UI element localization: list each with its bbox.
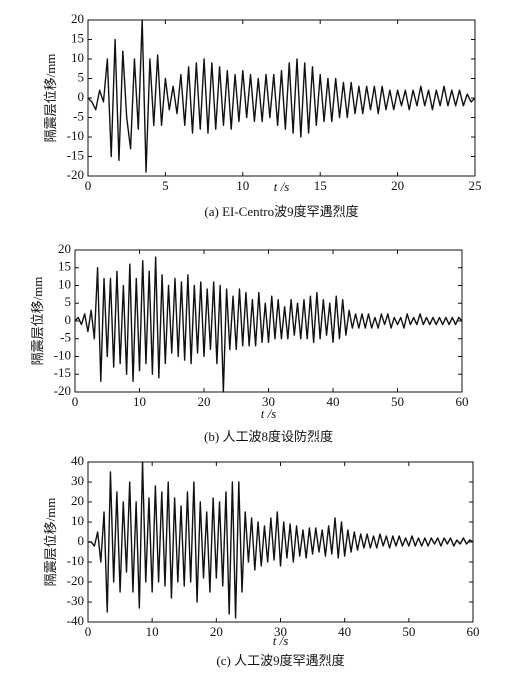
- subplot-caption: (a) EI-Centro波9度罕遇烈度: [204, 204, 358, 219]
- y-tick-label: 20: [71, 11, 84, 26]
- x-tick-label: 5: [162, 178, 169, 193]
- x-tick-label: 10: [146, 624, 159, 639]
- y-tick-label: -40: [67, 613, 84, 628]
- subplot-caption: (b) 人工波8度设防烈度: [204, 429, 333, 444]
- x-tick-label: 25: [469, 178, 482, 193]
- y-axis-label: 隔震层位移/mm: [43, 54, 58, 143]
- y-tick-label: 0: [65, 312, 72, 327]
- y-tick-label: -30: [67, 593, 84, 608]
- x-tick-label: 60: [467, 624, 480, 639]
- y-axis-label: 隔震层位移/mm: [30, 277, 45, 366]
- x-tick-label: 50: [391, 394, 404, 409]
- y-tick-label: -10: [67, 128, 84, 143]
- x-tick-label: 0: [85, 624, 92, 639]
- x-tick-label: 60: [456, 394, 469, 409]
- subplot: -20 -15 -10 -5 0 5 10 15 20 0 10 20 30 40 50 60 t /s 隔震层位…: [30, 241, 469, 444]
- x-tick-label: 50: [402, 624, 415, 639]
- y-tick-label: -15: [67, 147, 84, 162]
- y-tick-label: 15: [58, 259, 71, 274]
- y-tick-label: 30: [71, 473, 84, 488]
- x-tick-label: 20: [391, 178, 404, 193]
- x-tick-label: 30: [274, 624, 287, 639]
- subplot: -40 -30 -20 -10 0 10 20 30 40 0 10 20 30 40 50 60 t /s 隔震…: [43, 453, 480, 668]
- x-tick-label: 0: [72, 394, 79, 409]
- x-tick-label: 30: [262, 394, 275, 409]
- y-tick-label: 10: [71, 513, 84, 528]
- x-tick-label: 15: [314, 178, 327, 193]
- plot-frame: [87, 461, 474, 623]
- y-tick-label: 20: [71, 493, 84, 508]
- y-tick-label: -15: [54, 365, 71, 380]
- y-tick-label: -20: [54, 383, 71, 398]
- subplot-caption: (c) 人工波9度罕遇烈度: [216, 653, 344, 668]
- y-tick-label: 40: [71, 453, 84, 468]
- y-tick-label: 5: [78, 69, 85, 84]
- y-tick-label: -5: [73, 108, 84, 123]
- y-tick-label: -20: [67, 573, 84, 588]
- y-tick-label: 5: [65, 294, 72, 309]
- y-tick-label: 0: [78, 533, 85, 548]
- displacement-trace: [88, 461, 474, 619]
- x-axis-label: t /s: [274, 179, 290, 194]
- y-tick-label: 10: [71, 50, 84, 65]
- y-tick-label: 0: [78, 89, 85, 104]
- y-tick-label: 10: [58, 276, 71, 291]
- x-tick-label: 40: [327, 394, 340, 409]
- x-tick-label: 10: [236, 178, 249, 193]
- x-tick-label: 20: [198, 394, 211, 409]
- x-tick-label: 40: [338, 624, 351, 639]
- x-tick-label: 10: [133, 394, 146, 409]
- y-tick-label: -10: [67, 553, 84, 568]
- y-tick-label: 15: [71, 30, 84, 45]
- y-tick-label: -20: [67, 167, 84, 182]
- subplot: -20 -15 -10 -5 0 5 10 15 20 0 5 10 15 20 25 t /s 隔震层位移/m…: [43, 11, 482, 219]
- x-axis-label: t /s: [261, 406, 277, 421]
- y-tick-label: -10: [54, 347, 71, 362]
- y-tick-label: -5: [60, 330, 71, 345]
- x-tick-label: 20: [210, 624, 223, 639]
- x-tick-label: 0: [85, 178, 92, 193]
- x-axis-label: t /s: [273, 633, 289, 648]
- y-axis-label: 隔震层位移/mm: [43, 498, 58, 587]
- displacement-trace: [74, 256, 463, 393]
- displacement-trace: [87, 19, 476, 173]
- y-tick-label: 20: [58, 241, 71, 256]
